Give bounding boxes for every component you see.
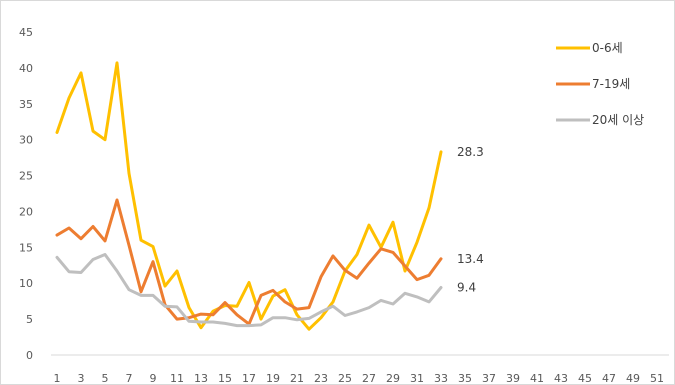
x-tick-label: 31 xyxy=(410,372,424,384)
x-tick-label: 47 xyxy=(602,372,616,384)
x-tick-label: 5 xyxy=(102,372,109,384)
x-tick-label: 3 xyxy=(78,372,85,384)
y-tick-label: 40 xyxy=(19,62,33,75)
x-tick-label: 41 xyxy=(530,372,544,384)
x-tick-label: 7 xyxy=(126,372,133,384)
series-line-3 xyxy=(55,253,443,328)
y-tick-label: 10 xyxy=(19,277,33,290)
y-tick-label: 0 xyxy=(26,349,33,362)
y-axis-ticks: 0 5 10 15 20 25 30 35 40 45 xyxy=(19,26,33,362)
x-tick-label: 35 xyxy=(458,372,472,384)
x-tick-label: 1 xyxy=(54,372,61,384)
end-value-label: 13.4 xyxy=(457,252,484,266)
end-value-label: 28.3 xyxy=(457,145,484,159)
x-tick-label: 13 xyxy=(194,372,208,384)
y-tick-label: 15 xyxy=(19,241,33,254)
x-tick-label: 39 xyxy=(506,372,520,384)
end-labels: 28.3 13.4 9.4 xyxy=(457,145,484,295)
x-tick-label: 19 xyxy=(266,372,280,384)
x-tick-label: 17 xyxy=(242,372,256,384)
legend-label: 7-19세 xyxy=(592,77,630,91)
x-tick-label: 43 xyxy=(554,372,568,384)
series-line-1 xyxy=(55,61,443,331)
y-tick-label: 45 xyxy=(19,26,33,39)
y-tick-label: 35 xyxy=(19,98,33,111)
x-axis-ticks: 1 3 5 7 9 11 13 15 17 19 21 23 25 27 29 31 33 35 37 39 41 43 4… xyxy=(54,372,665,384)
x-tick-label: 21 xyxy=(290,372,304,384)
x-tick-label: 15 xyxy=(218,372,232,384)
y-tick-label: 5 xyxy=(26,313,33,326)
series-lines xyxy=(55,61,443,331)
x-tick-label: 37 xyxy=(482,372,496,384)
y-tick-label: 20 xyxy=(19,205,33,218)
series-line-2 xyxy=(55,198,443,326)
end-value-label: 9.4 xyxy=(457,281,476,295)
x-tick-label: 9 xyxy=(150,372,157,384)
y-tick-label: 30 xyxy=(19,134,33,147)
x-tick-label: 27 xyxy=(362,372,376,384)
x-tick-label: 33 xyxy=(434,372,448,384)
x-tick-label: 51 xyxy=(650,372,664,384)
legend-label: 0-6세 xyxy=(592,41,623,55)
x-tick-label: 25 xyxy=(338,372,352,384)
x-tick-label: 11 xyxy=(170,372,184,384)
legend-label: 20세 이상 xyxy=(592,113,644,127)
y-tick-label: 25 xyxy=(19,170,33,183)
legend: 0-6세 7-19세 20세 이상 xyxy=(556,41,644,127)
x-tick-label: 23 xyxy=(314,372,328,384)
x-tick-label: 29 xyxy=(386,372,400,384)
x-tick-label: 45 xyxy=(578,372,592,384)
x-tick-label: 49 xyxy=(626,372,640,384)
